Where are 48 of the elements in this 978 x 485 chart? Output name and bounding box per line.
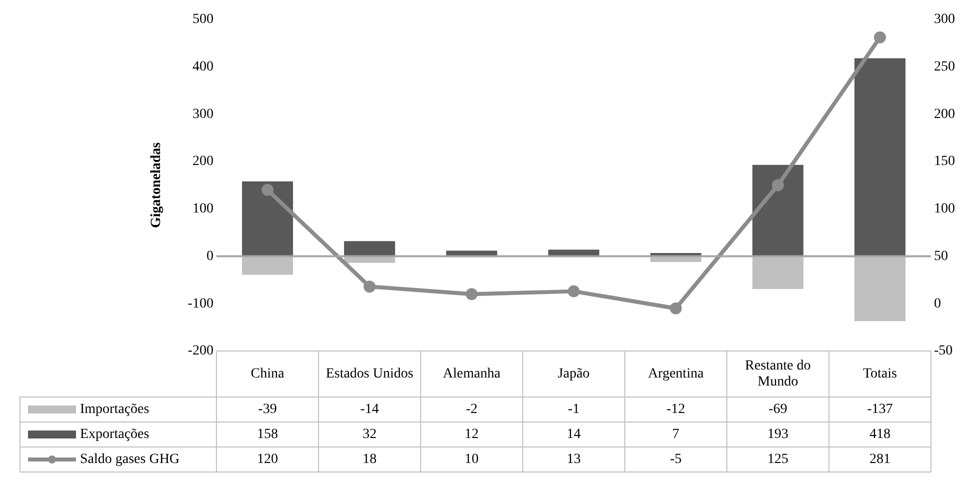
- y-tick-label: 0: [206, 248, 214, 264]
- data-label: -2: [466, 402, 478, 418]
- y2-tick-label: -50: [934, 344, 953, 359]
- legend-label: Saldo gases GHG: [80, 452, 180, 468]
- data-label: 7: [672, 427, 680, 442]
- x-tick-label: Restante do Mundo: [745, 358, 811, 390]
- data-label: 10: [464, 452, 479, 468]
- data-label: 281: [869, 452, 890, 468]
- y2-tick-label: 150: [934, 154, 955, 170]
- y-axis-title: Gigatoneladas: [149, 142, 164, 228]
- data-label: -12: [666, 402, 686, 418]
- data-label: 193: [767, 427, 788, 442]
- y2-tick-label: 250: [934, 59, 955, 74]
- y-tick-label: 400: [192, 59, 214, 74]
- y2-tick-label: 0: [934, 296, 941, 312]
- y2-tick-label: 100: [934, 202, 955, 217]
- data-label: -1: [568, 402, 580, 418]
- y-tick-label: 100: [192, 202, 214, 217]
- data-label: -5: [670, 452, 682, 468]
- data-label: 125: [767, 452, 788, 468]
- y-tick-label: -100: [188, 296, 214, 312]
- y2-tick-label: 300: [934, 12, 955, 28]
- data-label: 13: [566, 452, 581, 468]
- data-label: 12: [464, 427, 479, 442]
- data-label: -14: [360, 402, 379, 418]
- data-label: 158: [257, 427, 278, 442]
- x-tick-label: Estados Unidos: [326, 366, 414, 382]
- data-label: 418: [869, 427, 890, 442]
- data-label: 18: [362, 452, 377, 468]
- x-tick-label: China: [250, 366, 285, 382]
- data-label: 14: [566, 427, 581, 442]
- x-tick-label: Totais: [862, 366, 897, 382]
- data-label: 120: [257, 452, 278, 468]
- legend-label: Exportações: [80, 427, 150, 442]
- y-tick-label: 500: [192, 12, 214, 28]
- data-label: 32: [362, 427, 377, 442]
- data-label: -39: [258, 402, 277, 418]
- y2-tick-label: 200: [934, 106, 955, 122]
- legend-label: Importações: [80, 402, 150, 418]
- y-tick-label: 300: [192, 106, 214, 122]
- data-label: -137: [867, 402, 893, 418]
- y-tick-label: 200: [192, 154, 214, 170]
- x-tick-label: Argentina: [648, 366, 704, 382]
- x-tick-label: Japão: [558, 366, 590, 382]
- y2-tick-label: 50: [934, 248, 948, 264]
- data-label: -69: [768, 402, 788, 418]
- x-tick-label: Alemanha: [442, 366, 502, 382]
- y-tick-label: -200: [188, 344, 214, 359]
